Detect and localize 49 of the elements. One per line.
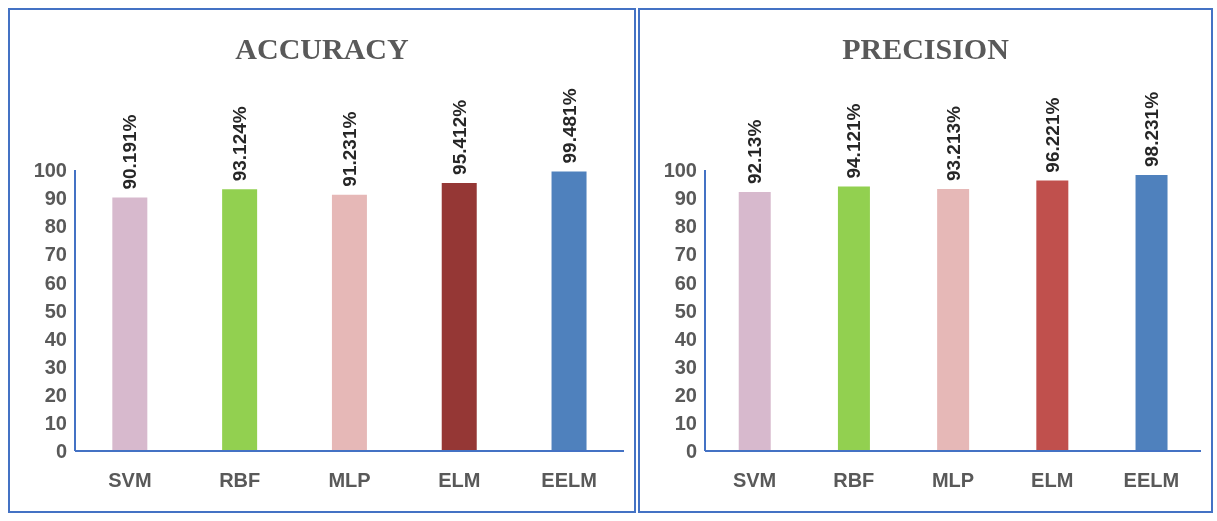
- y-tick-label: 90: [44, 187, 67, 210]
- y-tick-label: 10: [674, 412, 697, 434]
- bar: [551, 171, 587, 451]
- data-label: 91.231%: [338, 111, 360, 187]
- chart-title: PRECISION: [841, 32, 1010, 66]
- bar: [331, 194, 367, 451]
- y-tick-label: 90: [674, 187, 697, 210]
- y-tick-label: 70: [44, 243, 67, 266]
- x-tick-label: EELM: [1123, 469, 1180, 492]
- y-tick-label: 100: [663, 159, 697, 182]
- data-label: 92.13%: [744, 119, 766, 185]
- x-tick-label: RBF: [833, 469, 875, 492]
- y-tick-label: 20: [44, 383, 67, 406]
- x-tick-label: ELM: [1031, 469, 1074, 492]
- data-label: 93.124%: [229, 106, 251, 182]
- bar: [112, 197, 148, 451]
- y-tick-label: 40: [44, 327, 67, 350]
- y-tick-label: 80: [44, 215, 67, 238]
- y-tick-label: 60: [44, 271, 67, 294]
- y-tick-label: 0: [55, 440, 67, 463]
- data-label: 93.213%: [942, 105, 964, 182]
- data-label: 98.231%: [1141, 91, 1163, 167]
- y-tick-label: 50: [674, 299, 697, 322]
- bar: [441, 182, 477, 451]
- y-tick-label: 70: [674, 243, 697, 266]
- data-label: 90.191%: [119, 114, 141, 190]
- y-tick-label: 30: [44, 355, 67, 378]
- y-tick-label: 30: [674, 355, 697, 378]
- y-tick-label: 80: [674, 215, 697, 238]
- x-tick-label: RBF: [219, 469, 261, 492]
- data-label: 99.481%: [558, 88, 580, 164]
- x-tick-label: MLP: [328, 469, 371, 492]
- y-tick-label: 50: [44, 299, 67, 322]
- y-tick-label: 10: [44, 412, 67, 434]
- y-tick-label: 100: [33, 159, 67, 182]
- data-label: 95.412%: [448, 99, 470, 175]
- data-label: 94.121%: [843, 103, 865, 179]
- x-tick-label: MLP: [931, 469, 975, 492]
- x-tick-label: SVM: [732, 469, 777, 492]
- y-tick-label: 20: [674, 383, 697, 406]
- bar: [222, 189, 258, 451]
- data-label: 96.221%: [1041, 97, 1063, 173]
- y-tick-label: 0: [685, 440, 697, 463]
- y-tick-label: 40: [674, 327, 697, 350]
- chart-title: ACCURACY: [234, 32, 410, 66]
- x-tick-label: EELM: [541, 469, 597, 492]
- x-tick-label: ELM: [438, 469, 481, 492]
- x-tick-label: SVM: [108, 469, 152, 492]
- y-tick-label: 60: [674, 271, 697, 294]
